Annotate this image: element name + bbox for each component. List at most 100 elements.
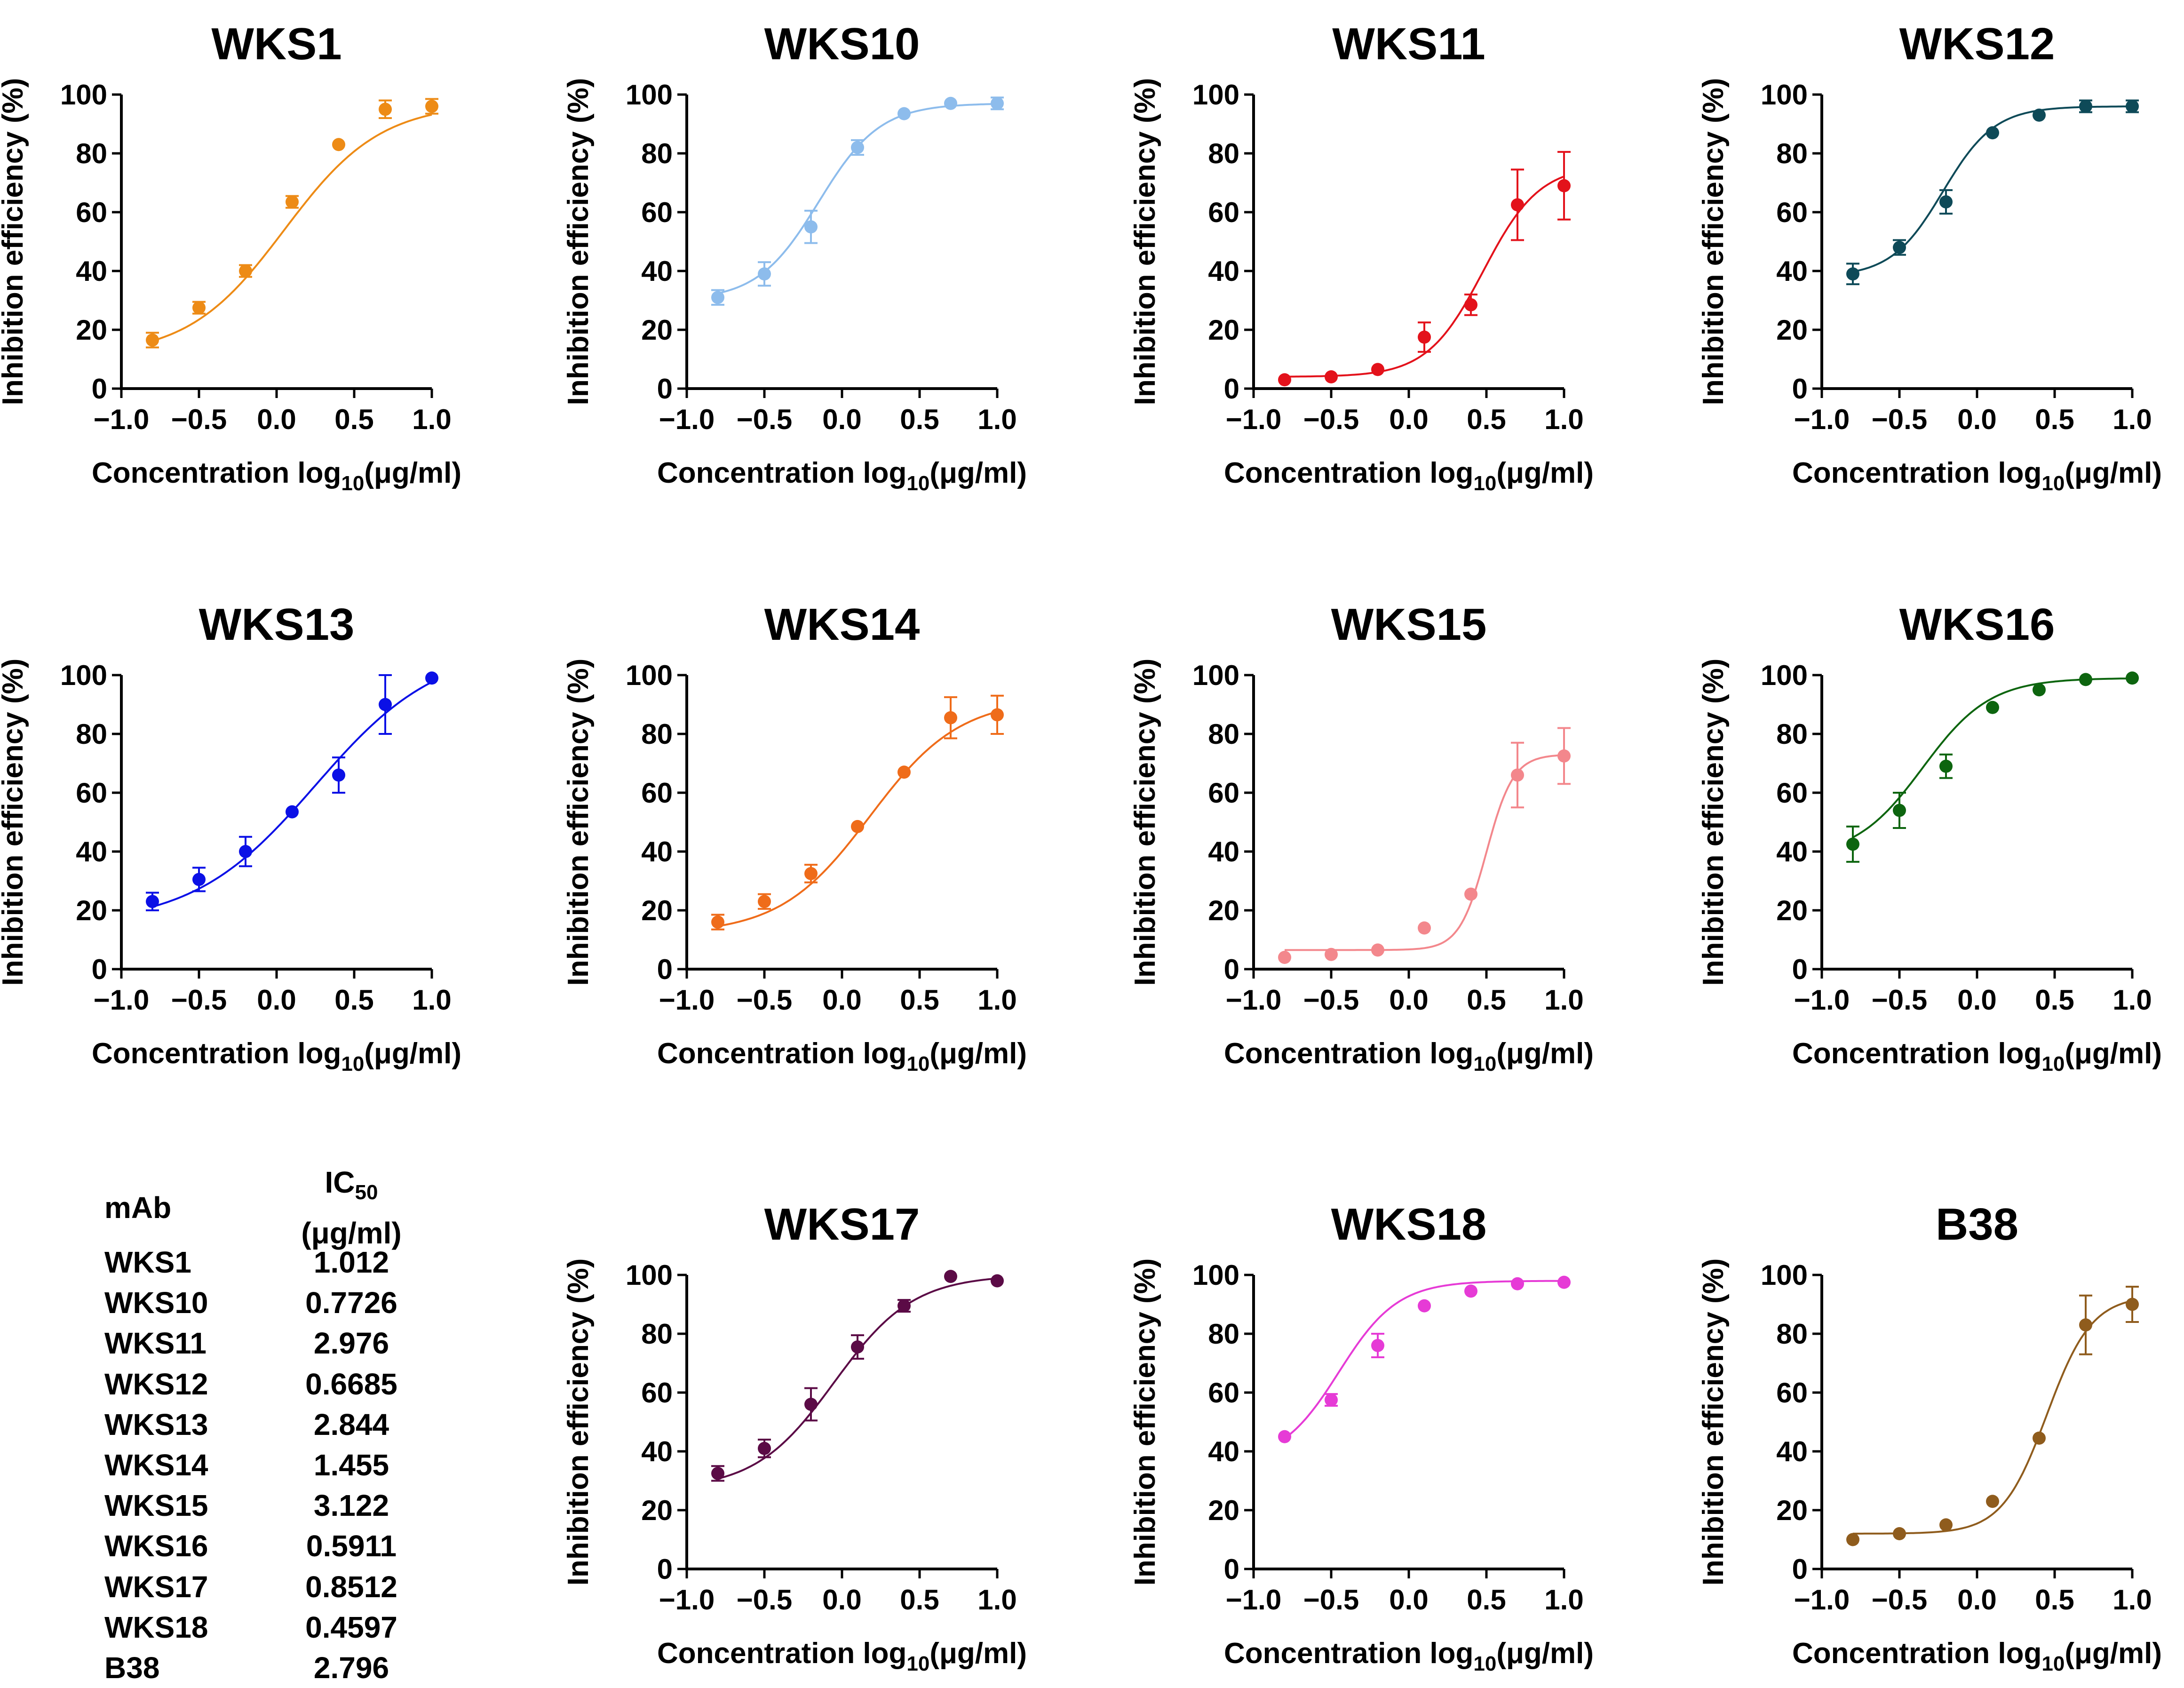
y-tick-label: 20	[641, 314, 673, 346]
x-tick-label: 1.0	[1544, 984, 1583, 1016]
x-axis-label-text: Concentration log	[1792, 1637, 2041, 1670]
x-tick-label: −0.5	[737, 1584, 792, 1616]
data-point	[851, 141, 864, 154]
ic50-value: 2.976	[313, 1326, 389, 1361]
data-point	[711, 291, 724, 304]
chart-title: WKS15	[1331, 599, 1487, 650]
y-tick-label: 60	[641, 197, 673, 228]
table-row: WKS15 3.122	[104, 1485, 434, 1526]
data-point	[1893, 1527, 1906, 1540]
chart-title: WKS12	[1899, 19, 2055, 69]
y-tick-label: 20	[1776, 895, 1808, 926]
data-point	[1278, 1430, 1291, 1443]
x-axis-label: Concentration log10(μg/ml)	[1792, 1637, 2162, 1675]
ic50-value: 2.844	[313, 1407, 389, 1441]
x-tick-label: −0.5	[1872, 1584, 1927, 1616]
y-tick-label: 0	[657, 1553, 673, 1585]
y-tick-label: 100	[1761, 1259, 1808, 1291]
y-tick-label: 60	[641, 1377, 673, 1409]
x-axis-label-unit: (μg/ml)	[2065, 1037, 2162, 1070]
data-point	[2126, 100, 2139, 113]
data-point	[991, 708, 1004, 722]
x-tick-label: 0.5	[334, 404, 373, 435]
y-tick-label: 0	[1792, 954, 1808, 985]
y-tick-label: 40	[641, 836, 673, 868]
data-point	[1325, 370, 1338, 383]
ic50-value: 0.6685	[305, 1367, 397, 1401]
y-axis-label: Inhibition efficiency (%)	[1129, 1258, 1161, 1586]
data-point	[944, 1270, 957, 1283]
mab-name: WKS10	[104, 1286, 208, 1320]
x-axis-label-unit: (μg/ml)	[929, 1037, 1027, 1070]
x-tick-label: 0.0	[1957, 404, 1996, 435]
data-point	[851, 820, 864, 833]
data-point	[1511, 768, 1524, 782]
ic50-column-header: IC50 (μg/ml)	[286, 1162, 417, 1253]
ic50-value: 1.012	[313, 1245, 389, 1279]
data-point	[804, 867, 818, 880]
chart-panel: WKS18 0 20 40 60 80 100 −1.0 −0.5 0.0 0.5 1.0 Inhibi…	[1129, 1199, 1594, 1675]
x-tick-label: 0.5	[1467, 984, 1506, 1016]
x-tick-label: 0.0	[257, 984, 296, 1016]
x-tick-label: −1.0	[1226, 984, 1281, 1016]
mab-name: WKS14	[104, 1448, 208, 1482]
mab-name: WKS17	[104, 1569, 208, 1604]
x-tick-label: 0.5	[900, 984, 939, 1016]
y-tick-label: 0	[92, 373, 107, 405]
y-tick-label: 100	[60, 660, 107, 691]
chart-panel: B38 0 20 40 60 80 100 −1.0 −0.5 0.0 0.5 1.0 Inhibiti…	[1697, 1199, 2162, 1675]
x-tick-label: 0.0	[1389, 404, 1428, 435]
x-tick-label: 0.0	[1389, 1584, 1428, 1616]
y-tick-label: 60	[1776, 1377, 1808, 1409]
data-point	[1464, 298, 1477, 311]
data-point	[379, 103, 392, 116]
data-point	[2079, 1318, 2092, 1332]
x-tick-label: 1.0	[2113, 984, 2152, 1016]
x-axis-label: Concentration log10(μg/ml)	[1224, 1637, 1594, 1675]
x-axis-label-subscript: 10	[2041, 1052, 2065, 1075]
x-tick-label: 0.0	[257, 404, 296, 435]
data-point	[1893, 241, 1906, 254]
y-tick-label: 100	[1192, 79, 1239, 111]
data-point	[146, 333, 159, 347]
x-tick-label: 1.0	[412, 404, 451, 435]
y-axis-label: Inhibition efficiency (%)	[1129, 659, 1161, 986]
data-point	[1464, 1284, 1477, 1298]
y-tick-label: 80	[76, 138, 107, 169]
x-tick-label: 0.0	[1957, 1584, 1996, 1616]
y-tick-label: 0	[1224, 954, 1239, 985]
table-row: WKS1 1.012	[104, 1242, 434, 1282]
y-axis-label: Inhibition efficiency (%)	[562, 78, 595, 406]
data-point	[146, 895, 159, 908]
y-axis-label: Inhibition efficiency (%)	[1697, 1258, 1730, 1586]
y-tick-label: 40	[641, 255, 673, 287]
x-tick-label: 0.5	[1467, 1584, 1506, 1616]
x-tick-label: 1.0	[977, 404, 1017, 435]
y-tick-label: 20	[641, 895, 673, 926]
ic50-unit: (μg/ml)	[301, 1216, 402, 1250]
x-axis-label-unit: (μg/ml)	[364, 457, 461, 489]
chart-title: WKS10	[764, 19, 920, 69]
data-point	[1511, 1277, 1524, 1290]
y-tick-label: 40	[1776, 1436, 1808, 1467]
x-axis-label-text: Concentration log	[657, 1637, 906, 1670]
data-point	[1418, 921, 1431, 935]
chart-panel: WKS10 0 20 40 60 80 100 −1.0 −0.5 0.0 0.5 1.0 Inhibi…	[562, 19, 1027, 495]
y-tick-label: 80	[1776, 138, 1808, 169]
data-point	[332, 138, 345, 151]
y-tick-label: 100	[1761, 79, 1808, 111]
data-point	[1557, 1275, 1571, 1289]
y-tick-label: 80	[1776, 1318, 1808, 1350]
x-tick-label: 0.5	[900, 1584, 939, 1616]
x-axis-label-text: Concentration log	[1224, 457, 1473, 489]
y-tick-label: 80	[641, 1318, 673, 1350]
x-axis-label-unit: (μg/ml)	[2065, 457, 2162, 489]
y-tick-label: 40	[76, 836, 107, 868]
chart-title: B38	[1936, 1199, 2018, 1250]
x-tick-label: 0.5	[1467, 404, 1506, 435]
y-tick-label: 0	[1224, 373, 1239, 405]
x-axis-label: Concentration log10(μg/ml)	[1792, 457, 2162, 495]
x-tick-label: 0.0	[1957, 984, 1996, 1016]
y-tick-label: 40	[641, 1436, 673, 1467]
